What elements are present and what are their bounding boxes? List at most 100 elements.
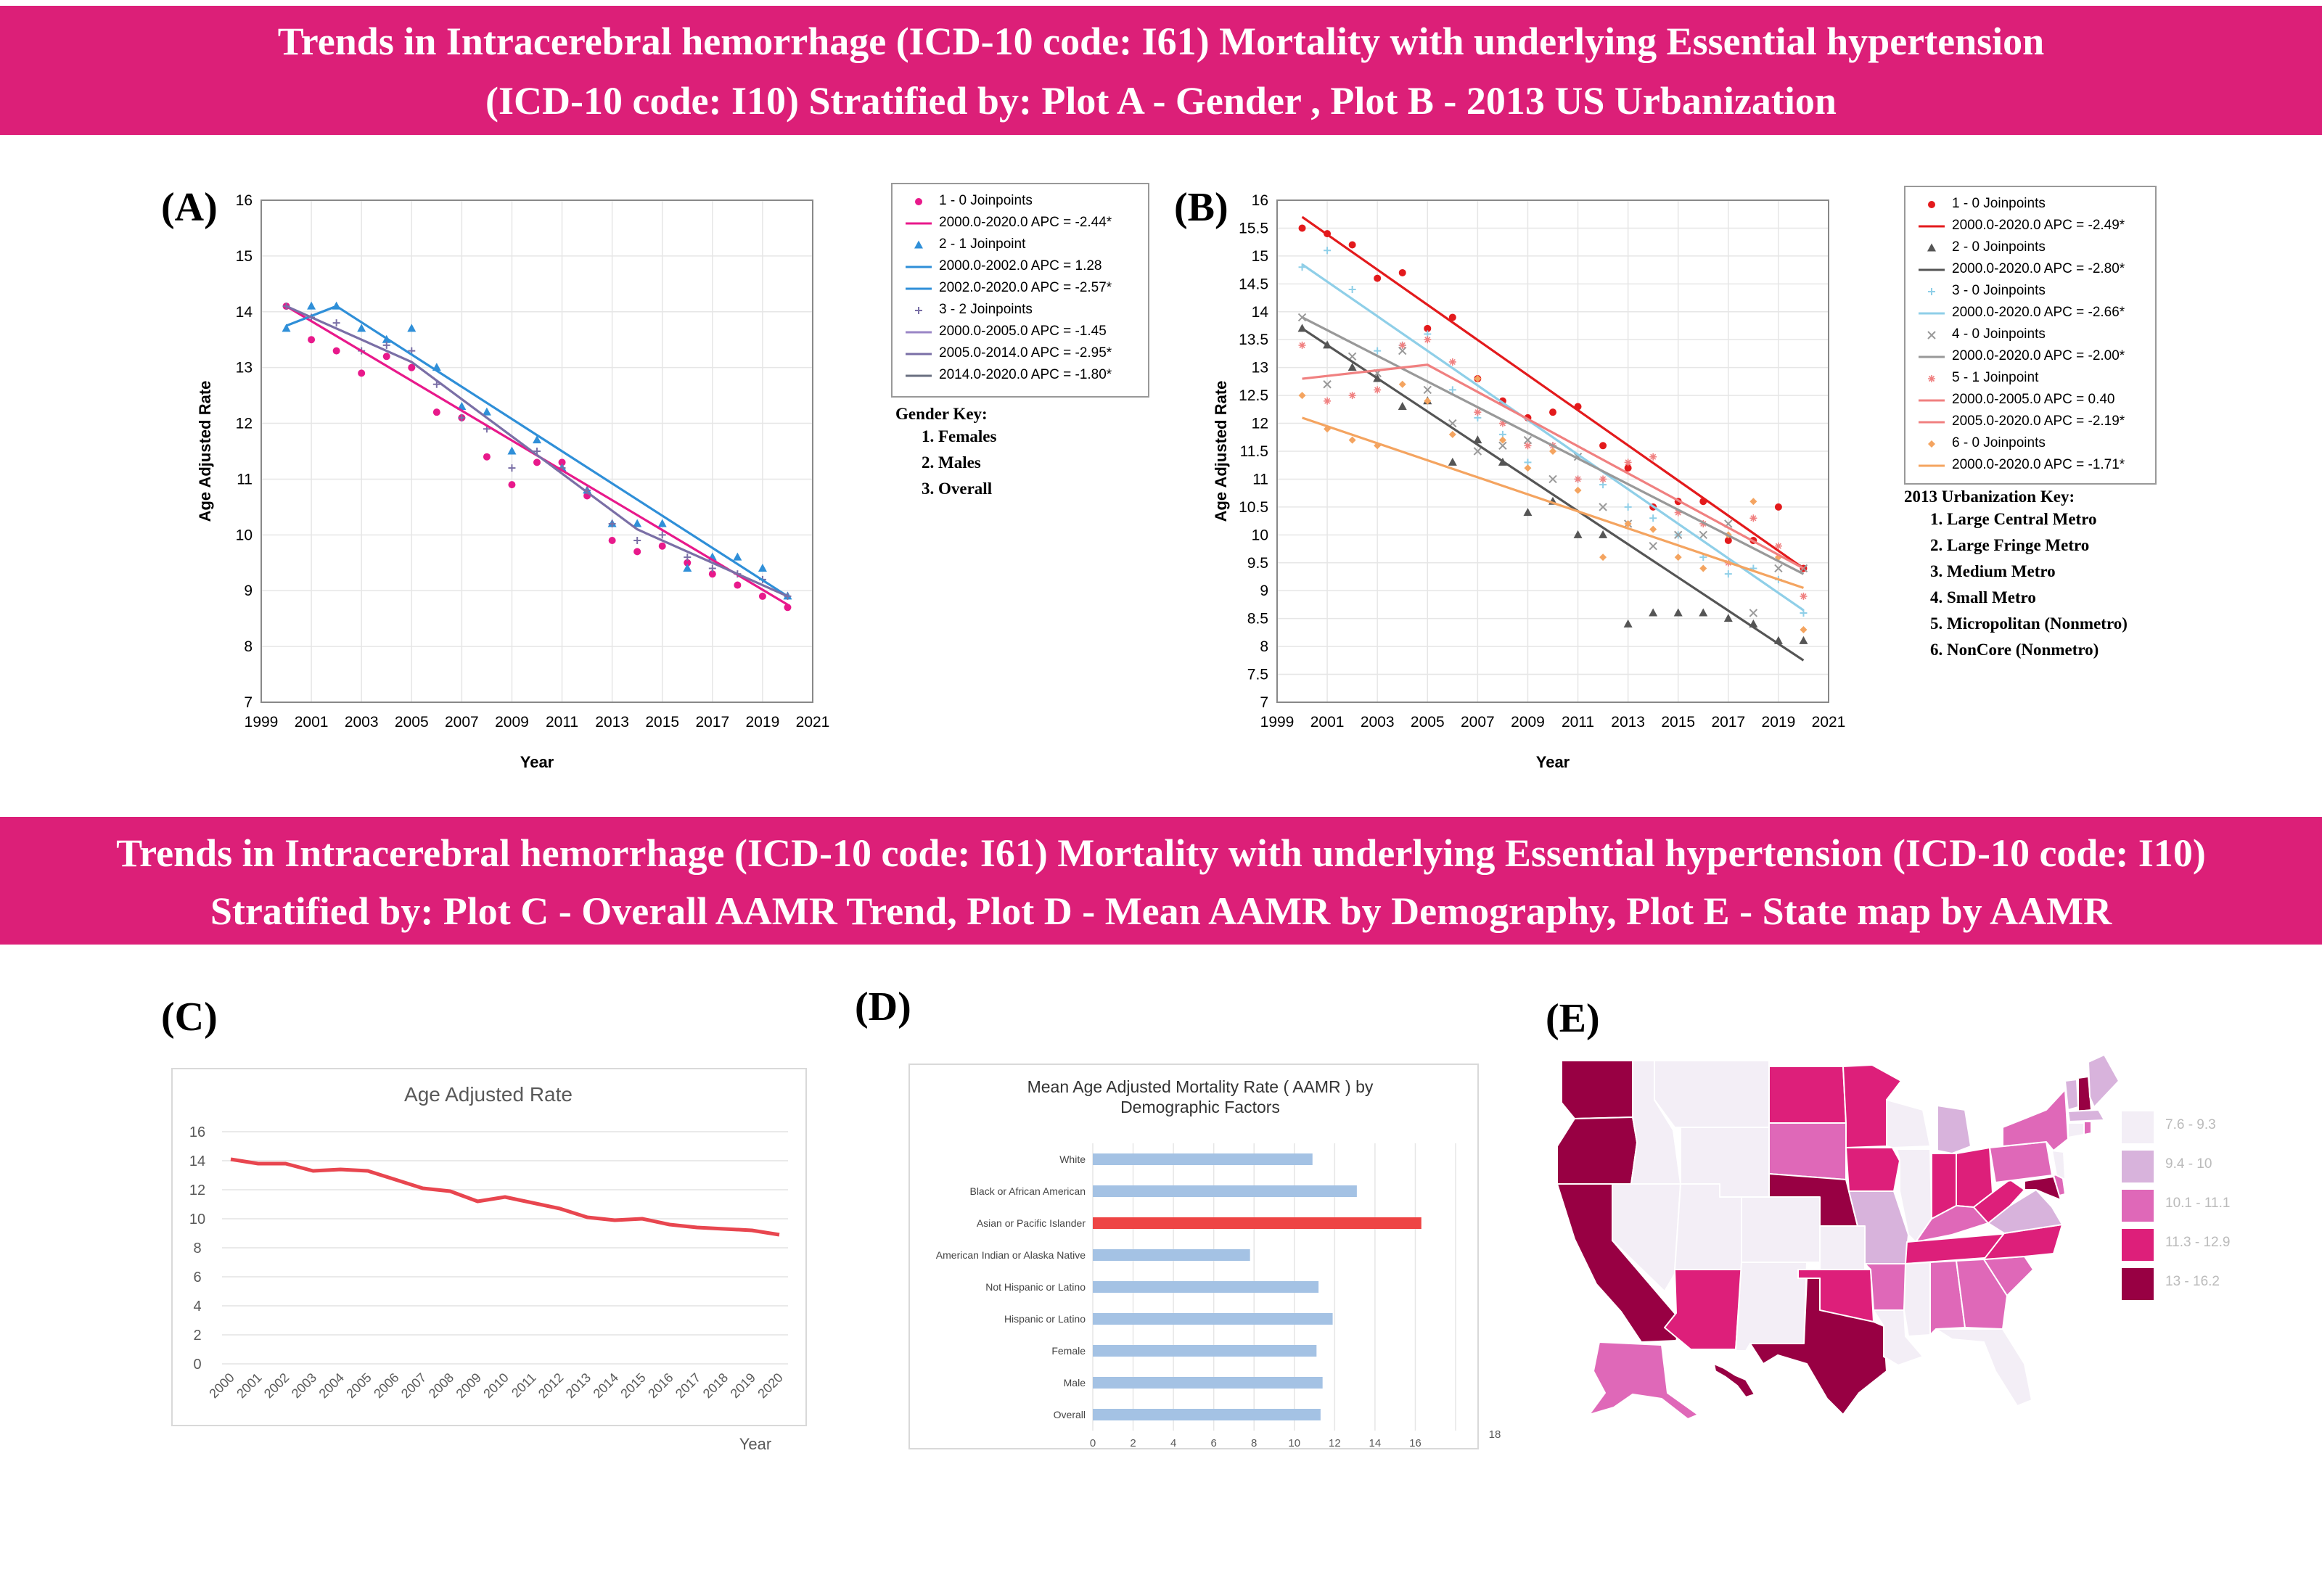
x-tick-label: 16 xyxy=(1409,1437,1421,1449)
state-utah[interactable] xyxy=(1674,1183,1742,1270)
state-kansas[interactable] xyxy=(1819,1225,1866,1270)
data-point xyxy=(408,363,416,371)
y-tick-label: 16 xyxy=(236,192,253,209)
x-tick-label: 2001 xyxy=(1310,714,1345,731)
state-nevada[interactable] xyxy=(1612,1183,1681,1292)
data-point xyxy=(432,408,440,416)
joinpoint-fit-line xyxy=(1301,215,1805,569)
state-new-mexico[interactable] xyxy=(1735,1262,1808,1352)
state-hawaii[interactable] xyxy=(1713,1363,1755,1398)
data-point xyxy=(1348,392,1356,400)
y-tick-label: 11.5 xyxy=(1240,443,1268,460)
x-tick-label: 2011 xyxy=(509,1370,539,1401)
legend-text: 2000.0-2002.0 APC = 1.28 xyxy=(939,258,1102,273)
legend-entry: 2014.0-2020.0 APC = -1.80* xyxy=(893,366,1148,387)
state-connecticut[interactable] xyxy=(2067,1122,2085,1138)
data-point xyxy=(1474,408,1482,416)
state-wisconsin[interactable] xyxy=(1886,1099,1931,1148)
data-point xyxy=(1799,635,1808,644)
y-tick-label: 9.5 xyxy=(1247,555,1268,572)
data-point xyxy=(633,548,641,556)
data-point xyxy=(683,563,692,572)
state-mississippi[interactable] xyxy=(1903,1262,1931,1337)
legend-range-text: 7.6 - 9.3 xyxy=(2165,1117,2216,1132)
joinpoint-fit-line xyxy=(1301,316,1805,575)
state-michigan[interactable] xyxy=(1937,1105,1972,1154)
y-tick-label: 8 xyxy=(193,1241,201,1256)
legend-text: 2014.0-2020.0 APC = -1.80* xyxy=(939,367,1112,382)
state-maine[interactable] xyxy=(2088,1054,2120,1108)
joinpoint-fit-line xyxy=(1302,363,1805,569)
data-point xyxy=(734,581,742,589)
x-tick-label: 2004 xyxy=(316,1370,347,1401)
data-point xyxy=(1448,358,1456,366)
legend-entry: 2000.0-2020.0 APC = -2.44* xyxy=(893,213,1148,235)
urbanization-key-item: 1. Large Central Metro xyxy=(1930,510,2097,528)
state-rhode-island[interactable] xyxy=(2083,1121,2092,1135)
legend-marker xyxy=(915,198,922,205)
x-tick-label: 2005 xyxy=(395,714,429,731)
data-point xyxy=(1473,447,1482,456)
data-point xyxy=(1749,498,1757,506)
legend-entry: 2000.0-2020.0 APC = -2.66* xyxy=(1905,303,2155,325)
joinpoint-fit-line xyxy=(1301,263,1805,612)
state-illinois[interactable] xyxy=(1896,1148,1932,1243)
state-florida[interactable] xyxy=(1935,1328,2032,1407)
state-montana[interactable] xyxy=(1654,1060,1770,1128)
data-point xyxy=(533,458,541,466)
state-washington[interactable] xyxy=(1561,1060,1633,1119)
data-point xyxy=(508,481,516,489)
state-arizona[interactable] xyxy=(1664,1269,1742,1350)
data-point xyxy=(1573,530,1583,538)
bottom-banner-line2: Stratified by: Plot C - Overall AAMR Tre… xyxy=(210,889,2112,933)
legend-entry: 2000.0-2002.0 APC = 1.28 xyxy=(893,257,1148,279)
data-point xyxy=(1699,530,1707,540)
chart-title: Demographic Factors xyxy=(1120,1098,1280,1116)
state-colorado[interactable] xyxy=(1741,1196,1821,1263)
state-oregon[interactable] xyxy=(1556,1116,1638,1185)
data-point xyxy=(1674,509,1682,517)
state-massachusetts[interactable] xyxy=(2067,1109,2105,1122)
map-legend-item: 10.1 - 11.1 xyxy=(2122,1190,2310,1223)
state-south-dakota[interactable] xyxy=(1768,1122,1847,1180)
legend-marker xyxy=(1928,375,1935,382)
legend-entry: 2 - 1 Joinpoint xyxy=(893,235,1148,257)
category-label: American Indian or Alaska Native xyxy=(936,1249,1086,1261)
x-tick-label: 2018 xyxy=(700,1370,731,1401)
legend-entry: 3 - 0 Joinpoints xyxy=(1905,281,2155,303)
y-tick-label: 10 xyxy=(189,1212,205,1227)
legend-marker xyxy=(1927,243,1936,252)
chart-title: Age Adjusted Rate xyxy=(404,1083,573,1106)
state-north-dakota[interactable] xyxy=(1768,1066,1847,1124)
legend-swatch xyxy=(2122,1268,2154,1300)
legend-symbol xyxy=(1927,243,1936,252)
category-label: Asian or Pacific Islander xyxy=(977,1217,1086,1229)
state-pennsylvania[interactable] xyxy=(1989,1141,2053,1183)
panel-label-c: (C) xyxy=(161,995,218,1040)
state-iowa[interactable] xyxy=(1845,1147,1900,1192)
x-tick-label: 2013 xyxy=(563,1370,594,1401)
state-new-york[interactable] xyxy=(2002,1089,2069,1151)
data-point xyxy=(508,464,516,472)
x-tick-label: 2007 xyxy=(445,714,479,731)
gender-key-item: 3. Overall xyxy=(922,480,993,498)
legend-a: 1 - 0 Joinpoints 2000.0-2020.0 APC = -2.4… xyxy=(891,183,1149,398)
state-vermont[interactable] xyxy=(2064,1079,2079,1111)
joinpoint-fit-line xyxy=(1301,327,1805,662)
x-tick-label: 2017 xyxy=(695,714,729,731)
data-point xyxy=(708,564,716,572)
data-point xyxy=(1723,614,1733,622)
state-texas[interactable] xyxy=(1749,1278,1887,1415)
state-alaska[interactable] xyxy=(1588,1341,1699,1420)
x-tick-label: 2009 xyxy=(1511,714,1545,731)
y-tick-label: 14 xyxy=(1252,304,1269,321)
data-point xyxy=(1298,392,1306,400)
urbanization-key-item: 3. Medium Metro xyxy=(1930,562,2056,580)
data-point xyxy=(1699,564,1707,572)
legend-text: 6 - 0 Joinpoints xyxy=(1952,435,2046,451)
data-point xyxy=(457,401,467,410)
state-new-jersey[interactable] xyxy=(2051,1150,2066,1180)
data-point xyxy=(758,563,767,572)
data-point xyxy=(1448,457,1457,466)
legend-entry: 2000.0-2020.0 APC = -2.49* xyxy=(1905,216,2155,238)
